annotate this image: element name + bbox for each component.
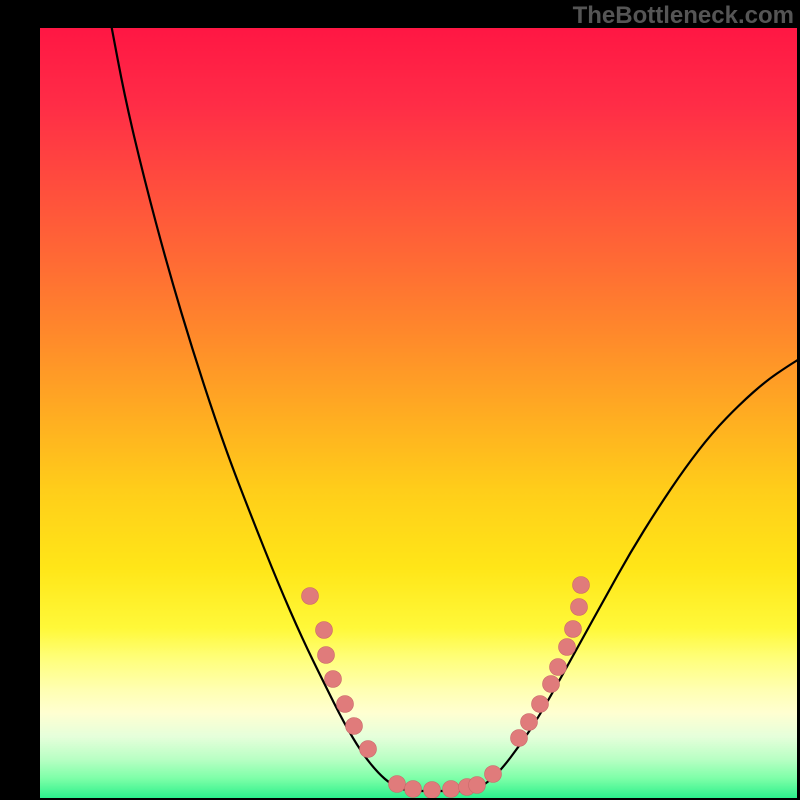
data-marker	[346, 718, 363, 735]
data-marker	[532, 696, 549, 713]
data-marker	[521, 714, 538, 731]
data-marker	[550, 659, 567, 676]
data-marker	[405, 781, 422, 798]
data-marker	[389, 776, 406, 793]
curve-right-branch	[471, 358, 797, 791]
data-marker	[302, 588, 319, 605]
data-marker	[316, 622, 333, 639]
data-marker	[559, 639, 576, 656]
data-marker	[573, 577, 590, 594]
data-marker	[543, 676, 560, 693]
data-marker	[360, 741, 377, 758]
data-marker	[565, 621, 582, 638]
watermark-text: TheBottleneck.com	[573, 2, 794, 30]
data-marker	[325, 671, 342, 688]
data-marker	[424, 782, 441, 799]
chart-container: TheBottleneck.com	[0, 0, 800, 800]
data-marker	[485, 766, 502, 783]
data-marker	[511, 730, 528, 747]
data-marker	[337, 696, 354, 713]
curve-left-branch	[111, 28, 408, 791]
data-marker	[571, 599, 588, 616]
data-marker	[318, 647, 335, 664]
data-marker	[469, 777, 486, 794]
data-marker	[443, 781, 460, 798]
plot-area	[40, 28, 797, 798]
curve-overlay	[40, 28, 797, 798]
